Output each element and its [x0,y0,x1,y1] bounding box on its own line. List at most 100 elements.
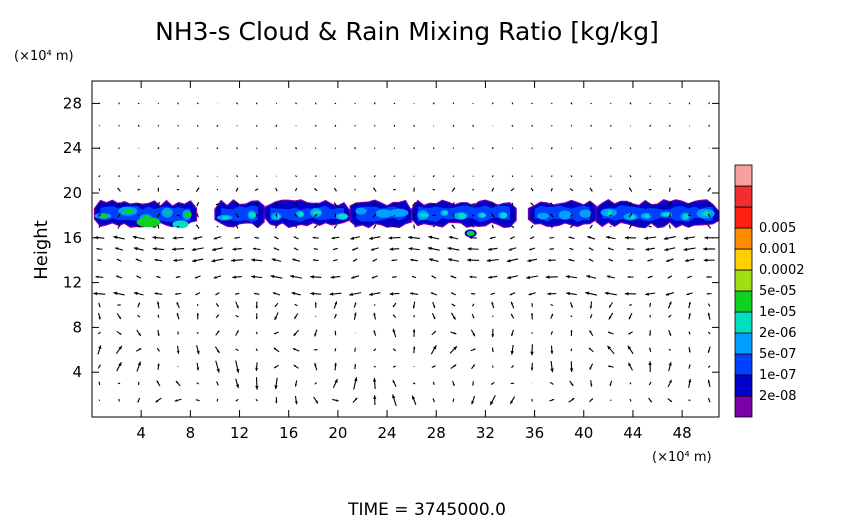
wind-arrow [489,236,496,240]
wind-arrow [156,213,160,218]
wind-arrow [117,187,121,192]
wind-arrow [472,214,475,217]
wind-arrow [566,291,577,296]
wind-arrow [174,398,182,402]
wind-arrow [253,247,261,251]
wind-arrow [628,259,633,261]
wind-arrow [547,258,556,262]
wind-arrow [235,202,239,207]
wind-arrow [136,275,142,279]
colorbar-level-label: 5e-05 [759,284,797,299]
wind-arrow [115,345,123,354]
wind-arrow [491,147,494,150]
wind-arrow [511,329,514,337]
wind-arrow [255,331,258,335]
wind-arrow [608,302,613,308]
cloud-core-peak [123,208,134,214]
wind-arrow [236,175,239,178]
x-tick-label: 44 [623,424,642,442]
wind-arrow [393,102,396,105]
wind-arrow [235,378,240,389]
colorbar-swatch [734,206,753,229]
wind-arrow [235,224,239,229]
wind-arrow [688,313,691,320]
wind-arrow [196,382,199,385]
wind-arrow [157,147,160,150]
wind-arrow [588,258,594,262]
wind-arrow [629,398,632,402]
wind-arrow [255,348,258,352]
wind-arrow [430,345,437,355]
wind-arrow [255,362,259,371]
wind-arrow [509,396,516,405]
wind-arrow [294,396,298,405]
cloud-core-peak [500,212,508,219]
wind-arrow [608,365,614,368]
wind-arrow [196,313,199,320]
wind-arrow [529,247,536,251]
cloud-patch-core [466,230,475,236]
colorbar-level-label: 2e-08 [759,389,797,404]
wind-arrow [157,314,160,318]
wind-arrow [491,102,494,105]
wind-arrow [491,224,494,229]
wind-arrow [290,274,303,279]
wind-arrow [196,331,199,335]
wind-arrow [511,213,514,217]
wind-arrow [97,345,102,355]
wind-arrow [472,381,474,386]
wind-arrow [313,396,319,404]
wind-arrow [215,292,220,296]
wind-arrow [275,187,278,192]
wind-arrow [530,344,534,356]
wind-arrow [332,378,338,389]
wind-arrow [529,236,535,240]
wind-arrow [510,188,515,192]
wind-arrow [452,124,455,127]
wind-arrow [372,377,377,389]
wind-arrow [255,398,258,402]
wind-arrow [137,124,140,127]
wind-arrow [550,187,553,192]
wind-arrow [274,302,279,308]
wind-arrow [609,203,613,206]
wind-arrow [550,303,554,307]
wind-arrow [157,124,160,127]
wind-arrow [373,224,377,229]
wind-arrow [628,213,633,218]
wind-arrow [452,175,455,178]
wind-arrow [628,187,633,192]
wind-arrow [412,329,416,337]
wind-arrow [195,224,200,229]
wind-arrow [645,247,655,251]
y-tick-label: 4 [72,363,82,381]
wind-arrow [550,213,554,218]
wind-arrow [373,102,376,105]
wind-arrow [353,302,357,308]
wind-arrow [452,213,455,218]
cloud-heatmap [93,199,720,238]
x-tick-label: 32 [476,424,495,442]
wind-arrow [447,246,460,251]
wind-arrow [236,147,238,150]
colorbar-swatch [734,269,753,292]
x-tick-label: 28 [427,424,446,442]
wind-arrow [648,381,652,386]
wind-arrow [135,347,142,352]
wind-arrow [215,203,220,206]
wind-arrow [569,247,574,251]
colorbar-level-label: 0.005 [759,221,796,236]
wind-arrow [312,236,319,239]
wind-arrow [410,292,419,296]
wind-arrow [253,292,260,295]
wind-arrow [175,276,181,278]
wind-arrow [174,292,182,295]
cloud-core-peak [248,212,257,218]
wind-arrow [688,378,692,388]
wind-arrow [313,349,318,351]
wind-arrow [354,147,357,150]
wind-arrow [450,275,457,279]
wind-arrow [590,147,593,150]
colorbar-swatch [734,290,753,313]
wind-arrow [707,224,712,229]
